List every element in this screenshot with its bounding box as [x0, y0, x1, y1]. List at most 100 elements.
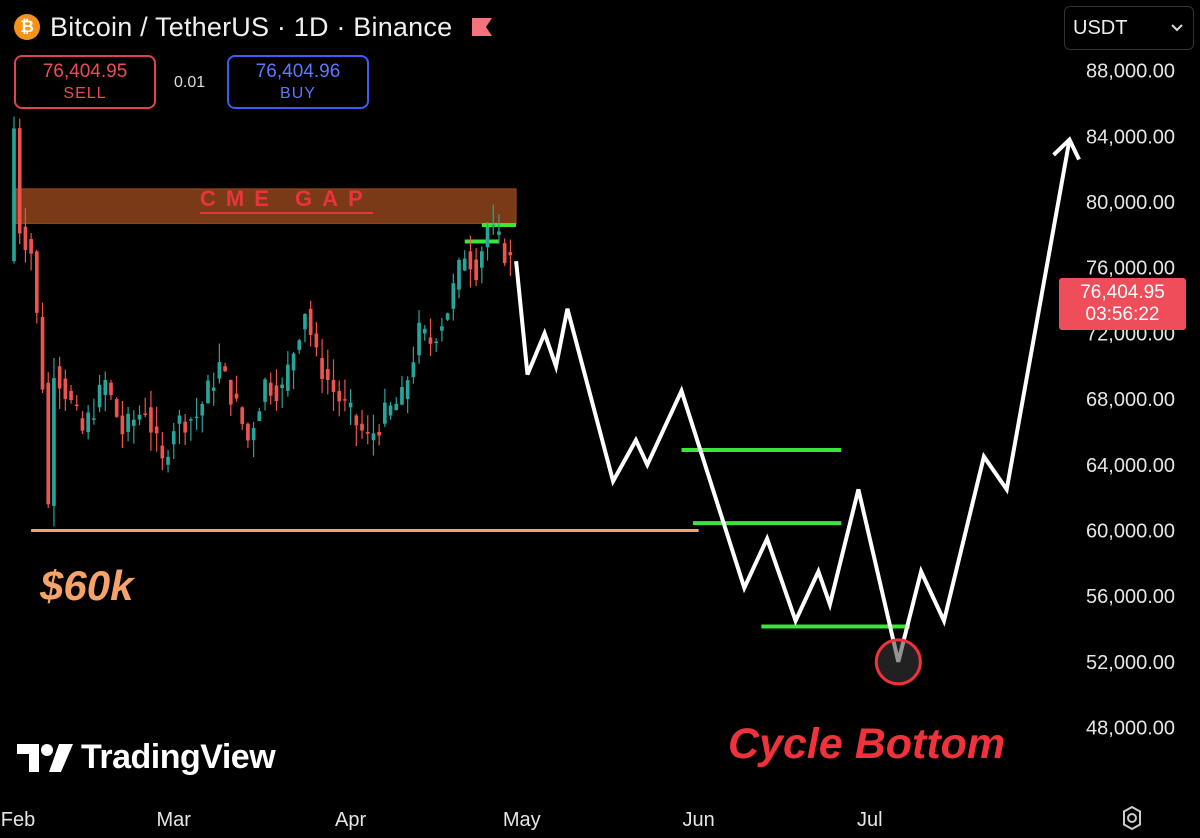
flag-icon[interactable] — [472, 18, 493, 36]
candle-body — [291, 353, 296, 371]
candle-body — [12, 128, 16, 262]
cme-gap-zone — [13, 188, 517, 224]
candle-body — [308, 308, 313, 336]
candle-body — [360, 423, 364, 431]
candle-body — [491, 224, 496, 227]
candle-body — [194, 416, 199, 419]
candle-body — [149, 407, 153, 433]
tradingview-icon — [17, 743, 73, 772]
candle-body — [286, 364, 290, 391]
candle-body — [440, 326, 444, 331]
candle-body — [388, 405, 393, 416]
y-tick-label: 68,000.00 — [1086, 389, 1175, 411]
candle-body — [80, 418, 85, 431]
candle-body — [17, 128, 22, 234]
candle-body — [314, 333, 319, 348]
candle-body — [97, 384, 102, 408]
sell-label: SELL — [63, 85, 107, 102]
candle-body — [240, 407, 245, 424]
candle-body — [166, 456, 170, 465]
candle-body — [126, 413, 130, 432]
candle-body — [131, 419, 136, 426]
candle-body — [217, 362, 222, 379]
projection-path — [514, 139, 1072, 663]
candle-body — [365, 431, 370, 434]
candle-body — [251, 428, 256, 441]
y-tick-label: 52,000.00 — [1086, 652, 1175, 674]
candle-body — [325, 369, 330, 380]
bar-countdown: 03:56:22 — [1085, 304, 1160, 325]
candle-body — [428, 337, 433, 344]
candle-body — [394, 403, 399, 411]
projection-arrowhead — [1052, 136, 1081, 161]
candle-body — [497, 231, 501, 235]
buy-label: BUY — [280, 85, 316, 102]
candle-body — [303, 313, 307, 330]
sell-button[interactable]: 76,404.95 SELL — [14, 55, 156, 109]
candle-body — [23, 226, 28, 251]
candle-body — [120, 415, 125, 435]
candle-body — [183, 421, 187, 433]
y-tick-label: 88,000.00 — [1086, 61, 1175, 83]
candle-body — [457, 259, 461, 290]
bitcoin-icon: ₿ — [14, 14, 40, 40]
currency-select[interactable]: USDT — [1064, 6, 1194, 50]
y-tick-label: 84,000.00 — [1086, 126, 1175, 148]
x-tick-label: May — [503, 809, 541, 831]
candle-body — [228, 379, 233, 405]
candle-body — [451, 283, 456, 309]
candle-body — [109, 382, 113, 396]
y-tick-label: 60,000.00 — [1086, 520, 1175, 542]
candle-body — [200, 404, 205, 416]
buy-button[interactable]: 76,404.96 BUY — [227, 55, 369, 109]
candle-body — [137, 414, 142, 420]
candle-body — [445, 313, 450, 320]
symbol-title[interactable]: Bitcoin / TetherUS · 1D · Binance — [50, 11, 453, 42]
candle-body — [371, 433, 376, 441]
watermark-text: TradingView — [81, 738, 276, 776]
candle-body — [177, 415, 182, 424]
chart-header: ₿ Bitcoin / TetherUS · 1D · Binance — [14, 8, 493, 46]
x-tick-label: Jun — [683, 809, 715, 831]
candle-body — [63, 378, 68, 400]
candle-body — [400, 387, 404, 405]
candle-body — [274, 385, 279, 402]
candle-body — [160, 445, 165, 459]
tradingview-logo: TradingView — [17, 738, 276, 777]
candle-body — [508, 252, 513, 256]
candle-body — [297, 340, 302, 350]
candle-body — [171, 431, 176, 445]
candle-body — [417, 322, 421, 356]
y-tick-label: 80,000.00 — [1086, 192, 1175, 214]
candle-body — [92, 418, 96, 420]
chevron-down-icon — [1171, 24, 1183, 32]
current-price: 76,404.95 — [1080, 282, 1165, 303]
candle-body — [320, 358, 324, 379]
candle-body — [69, 390, 73, 401]
candle-body — [354, 415, 359, 426]
candle-body — [234, 393, 239, 399]
candle-body — [189, 419, 193, 421]
candle-body — [74, 404, 79, 407]
x-tick-label: Mar — [157, 809, 192, 831]
candle-body — [348, 402, 353, 408]
candle-body — [257, 411, 262, 421]
candle-body — [468, 251, 473, 270]
candle-body — [411, 362, 416, 378]
spread-value: 0.01 — [174, 74, 206, 91]
cycle-bottom-label: Cycle Bottom — [728, 720, 1006, 768]
candle-body — [480, 251, 484, 268]
y-tick-label: 48,000.00 — [1086, 718, 1175, 740]
candle-body — [46, 382, 51, 505]
candle-body — [383, 402, 387, 424]
cycle-bottom-marker — [874, 638, 922, 686]
candle-body — [331, 379, 336, 392]
candle-body — [223, 366, 227, 372]
candle-body — [57, 366, 62, 389]
candle-body — [343, 399, 347, 401]
candle-body — [280, 384, 284, 389]
candle-body — [29, 239, 33, 254]
gear-icon[interactable] — [1119, 805, 1145, 831]
y-tick-label: 76,000.00 — [1086, 258, 1175, 280]
